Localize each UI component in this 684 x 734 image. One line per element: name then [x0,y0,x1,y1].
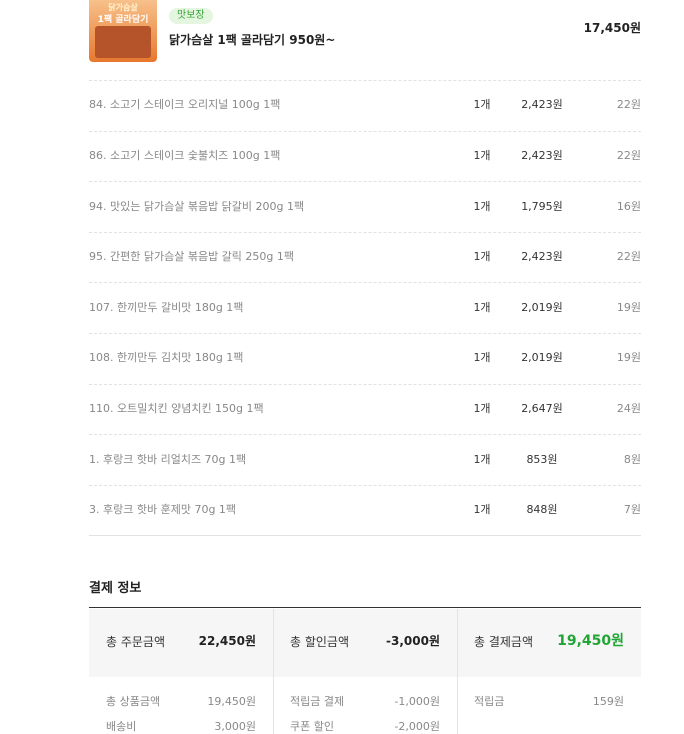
product-name: 닭가슴살 1팩 골라담기 950원~ [169,33,336,47]
detail-value: 159원 [592,695,624,708]
summary-box [89,609,641,677]
item-name: 95. 간편한 닭가슴살 볶음밥 갈릭 250g 1팩 [89,250,295,264]
detail-label: 적립금 [474,695,505,708]
product-image: 닭가슴살 1팩 골라담기 [89,0,157,62]
detail-label: 배송비 [106,720,137,733]
separator [89,535,641,537]
item-qty: 1개 [473,503,491,517]
summary-label: 총 주문금액 [106,635,166,649]
separator [89,434,641,436]
item-points: 7원 [623,503,641,517]
column-divider [457,609,458,734]
separator [89,333,641,334]
detail-value: 3,000원 [214,720,256,733]
item-qty: 1개 [473,250,491,264]
summary-label: 총 할인금액 [290,635,350,649]
item-price: 1,795원 [521,199,563,213]
item-points: 22원 [616,148,641,162]
detail-label: 쿠폰 할인 [290,720,334,733]
item-points: 19원 [616,351,641,365]
separator [89,231,641,233]
image-text: 닭가슴살 [108,3,138,12]
item-price: 2,423원 [521,250,563,264]
item-points: 22원 [616,250,641,264]
separator [89,181,641,183]
item-price: 2,647원 [521,401,563,415]
item-price: 2,019원 [521,300,563,314]
item-qty: 1개 [473,401,491,415]
column-divider [273,609,274,734]
item-qty: 1개 [473,148,491,162]
item-name: 108. 한끼만두 김치맛 180g 1팩 [89,351,244,365]
item-name: 86. 소고기 스테이크 숯불치즈 100g 1팩 [89,148,281,162]
item-points: 24원 [616,401,641,415]
image-text: 1팩 골라담기 [97,15,149,25]
section-title: 결제 정보 [89,581,142,596]
detail-label: 총 상품금액 [106,695,161,708]
item-qty: 1개 [473,452,491,466]
detail-value: 19,450원 [207,695,256,708]
item-name: 107. 한끼만두 갈비맛 180g 1팩 [89,300,244,314]
separator [89,80,641,81]
item-points: 8원 [623,452,641,466]
item-name: 110. 오트밀치킨 양념치킨 150g 1팩 [89,401,264,415]
item-qty: 1개 [473,199,491,213]
separator [89,383,641,385]
item-points: 22원 [616,98,641,112]
item-price: 2,423원 [521,148,563,162]
summary-value: 19,450원 [557,633,624,649]
detail-value: -2,000원 [394,720,440,733]
separator [89,484,641,486]
product-price: 17,450원 [583,21,641,35]
separator [89,130,641,132]
item-price: 2,019원 [521,351,563,365]
item-points: 19원 [616,300,641,314]
detail-label: 적립금 결제 [290,695,345,708]
item-name: 1. 후랑크 핫바 리얼치즈 70g 1팩 [89,452,247,466]
detail-value: -1,000원 [394,695,440,708]
item-price: 848원 [526,503,558,517]
item-price: 853원 [526,452,558,466]
summary-label: 총 결제금액 [474,635,534,649]
item-points: 16원 [616,199,641,213]
item-qty: 1개 [473,300,491,314]
summary-value: -3,000원 [386,634,440,648]
badge: 맛보장 [169,8,213,24]
item-price: 2,423원 [521,98,563,112]
item-qty: 1개 [473,98,491,112]
item-name: 3. 후랑크 핫바 훈제맛 70g 1팩 [89,503,237,517]
item-qty: 1개 [473,351,491,365]
item-name: 94. 맛있는 닭가슴살 볶음밥 닭갈비 200g 1팩 [89,199,305,213]
summary-value: 22,450원 [198,634,256,648]
item-name: 84. 소고기 스테이크 오리지널 100g 1팩 [89,98,281,112]
separator [89,282,641,284]
divider [89,607,641,608]
